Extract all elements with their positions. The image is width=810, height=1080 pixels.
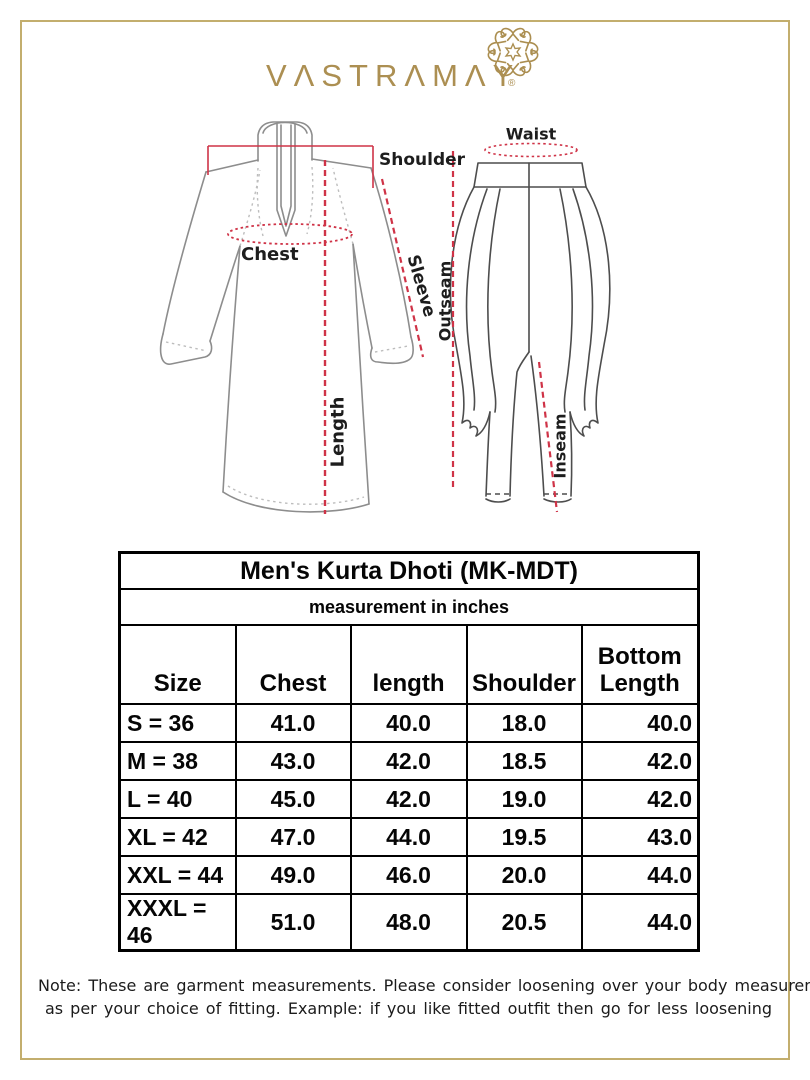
length-cell: 46.0 (349, 855, 468, 895)
column-header-bottom-length: Bottom Length (580, 624, 700, 705)
registered-trademark-symbol: ® (508, 78, 516, 89)
length-label: Length (327, 396, 349, 468)
size-chart-table: Men's Kurta Dhoti (MK-MDT) measurement i… (118, 551, 701, 952)
length-cell: 44.0 (349, 817, 468, 857)
length-cell: 42.0 (349, 779, 468, 819)
shoulder-cell: 18.5 (465, 741, 583, 781)
garment-measurement-diagram (159, 121, 611, 514)
bottom-length-cell: 42.0 (580, 779, 700, 819)
chest-cell: 49.0 (234, 855, 352, 895)
table-subtitle: measurement in inches (118, 588, 700, 626)
column-header-length: length (349, 624, 468, 705)
bottom-length-cell: 44.0 (580, 893, 700, 952)
shoulder-cell: 19.0 (465, 779, 583, 819)
column-header-size: Size (118, 624, 237, 705)
table-row: M = 38 43.0 42.0 18.5 42.0 (118, 741, 700, 781)
table-row: L = 40 45.0 42.0 19.0 42.0 (118, 779, 700, 819)
table-title-row: Men's Kurta Dhoti (MK-MDT) (118, 551, 700, 590)
chest-cell: 51.0 (234, 893, 352, 952)
inseam-label: Inseam (550, 413, 570, 479)
waist-label: Waist (505, 124, 557, 144)
bottom-length-cell: 44.0 (580, 855, 700, 895)
shoulder-label: Shoulder (379, 150, 466, 170)
chest-cell: 47.0 (234, 817, 352, 857)
table-row: XXXL = 46 51.0 48.0 20.5 44.0 (118, 893, 700, 952)
column-header-shoulder: Shoulder (465, 624, 583, 705)
table-subtitle-row: measurement in inches (118, 588, 700, 626)
length-cell: 42.0 (349, 741, 468, 781)
size-cell: L = 40 (118, 779, 237, 819)
size-cell: M = 38 (118, 741, 237, 781)
measurement-note: Note: These are garment measurements. Pl… (38, 974, 810, 1020)
size-cell: S = 36 (118, 703, 237, 743)
table-header-row: Size Chest length Shoulder Bottom Length (118, 624, 700, 705)
table-row: XXL = 44 49.0 46.0 20.0 44.0 (118, 855, 700, 895)
table-title: Men's Kurta Dhoti (MK-MDT) (118, 551, 700, 590)
bottom-length-cell: 42.0 (580, 741, 700, 781)
length-cell: 48.0 (349, 893, 468, 952)
size-cell: XL = 42 (118, 817, 237, 857)
outseam-label: Outseam (435, 260, 455, 342)
chest-cell: 45.0 (234, 779, 352, 819)
chest-cell: 43.0 (234, 741, 352, 781)
brand-logo-text: VΛSTRΛMΛY (266, 58, 521, 93)
size-cell: XXL = 44 (118, 855, 237, 895)
size-cell: XXXL = 46 (118, 893, 237, 952)
chest-cell: 41.0 (234, 703, 352, 743)
bottom-length-cell: 40.0 (580, 703, 700, 743)
floral-mandala-icon (486, 27, 540, 77)
table-row: XL = 42 47.0 44.0 19.5 43.0 (118, 817, 700, 857)
table-row: S = 36 41.0 40.0 18.0 40.0 (118, 703, 700, 743)
chest-label: Chest (241, 244, 299, 265)
shoulder-cell: 18.0 (465, 703, 583, 743)
shoulder-cell: 20.5 (465, 893, 583, 952)
note-line-1: Note: These are garment measurements. Pl… (38, 976, 810, 995)
note-line-2: as per your choice of fitting. Example: … (44, 999, 772, 1018)
length-cell: 40.0 (349, 703, 468, 743)
shoulder-cell: 19.5 (465, 817, 583, 857)
column-header-chest: Chest (234, 624, 352, 705)
bottom-length-cell: 43.0 (580, 817, 700, 857)
shoulder-cell: 20.0 (465, 855, 583, 895)
